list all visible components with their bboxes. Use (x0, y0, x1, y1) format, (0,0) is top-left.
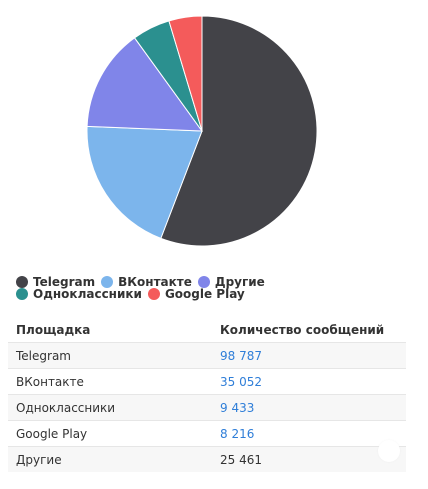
data-table-wrapper: Площадка Количество сообщений Telegram 9… (8, 318, 406, 472)
legend-item-other[interactable]: Другие (197, 275, 265, 289)
table-row: Google Play 8 216 (8, 420, 406, 447)
table-cell-platform: Одноклассники (8, 394, 212, 421)
legend-item-google-play[interactable]: Google Play (147, 287, 245, 301)
count-link[interactable]: 98 787 (220, 348, 262, 363)
legend-label-vkontakte: ВКонтакте (118, 275, 192, 289)
table-cell-count: 9 433 (212, 394, 406, 421)
legend-label-odnoklassniki: Одноклассники (33, 287, 142, 301)
legend-row-1: Telegram ВКонтакте Другие (16, 276, 416, 288)
table-header-row: Площадка Количество сообщений (8, 318, 406, 343)
legend-item-telegram[interactable]: Telegram (16, 276, 95, 288)
table-row: Telegram 98 787 (8, 342, 406, 369)
table-row: Одноклассники 9 433 (8, 394, 406, 421)
legend-label-telegram: Telegram (33, 275, 96, 289)
legend-swatch-odnoklassniki (16, 288, 28, 300)
table-cell-platform: Другие (8, 446, 212, 472)
legend-label-google-play: Google Play (164, 287, 245, 301)
legend-swatch-other (197, 276, 210, 288)
legend-row-2: Одноклассники Google Play (16, 288, 416, 300)
table-cell-platform: Telegram (8, 342, 212, 369)
table-cell-count: 35 052 (212, 368, 406, 395)
corner-decoration (378, 440, 400, 462)
pie-slice-вконтакте[interactable] (86, 125, 203, 240)
table-row: Другие 25 461 (8, 446, 406, 472)
legend-swatch-vkontakte (101, 276, 114, 288)
chart-legend: Telegram ВКонтакте Другие Одноклассники … (16, 276, 416, 300)
column-header-platform: Площадка (16, 323, 91, 337)
table-row: ВКонтакте 35 052 (8, 368, 406, 395)
table-cell-count: 25 461 (212, 446, 406, 472)
table-cell-count: 98 787 (212, 342, 406, 369)
table-cell-count: 8 216 (212, 420, 406, 447)
data-table: Площадка Количество сообщений Telegram 9… (8, 318, 406, 472)
legend-swatch-telegram (16, 276, 28, 288)
count-link[interactable]: 9 433 (220, 400, 255, 415)
table-cell-platform: Google Play (8, 420, 212, 447)
pie-chart-svg (86, 15, 318, 247)
pie-slice-другие[interactable] (86, 37, 204, 132)
count-value: 25 461 (220, 452, 262, 467)
legend-label-other: Другие (214, 275, 265, 289)
count-link[interactable]: 8 216 (220, 426, 255, 441)
legend-swatch-google-play (147, 288, 160, 300)
pie-chart (86, 15, 318, 247)
table-cell-platform: ВКонтакте (8, 368, 212, 395)
legend-item-odnoklassniki[interactable]: Одноклассники (16, 288, 142, 300)
column-header-count: Количество сообщений (220, 323, 385, 337)
legend-item-vkontakte[interactable]: ВКонтакте (101, 276, 192, 288)
pie-slice-telegram[interactable] (160, 15, 318, 247)
count-link[interactable]: 35 052 (220, 374, 262, 389)
pie-slice-google-play[interactable] (168, 15, 203, 132)
